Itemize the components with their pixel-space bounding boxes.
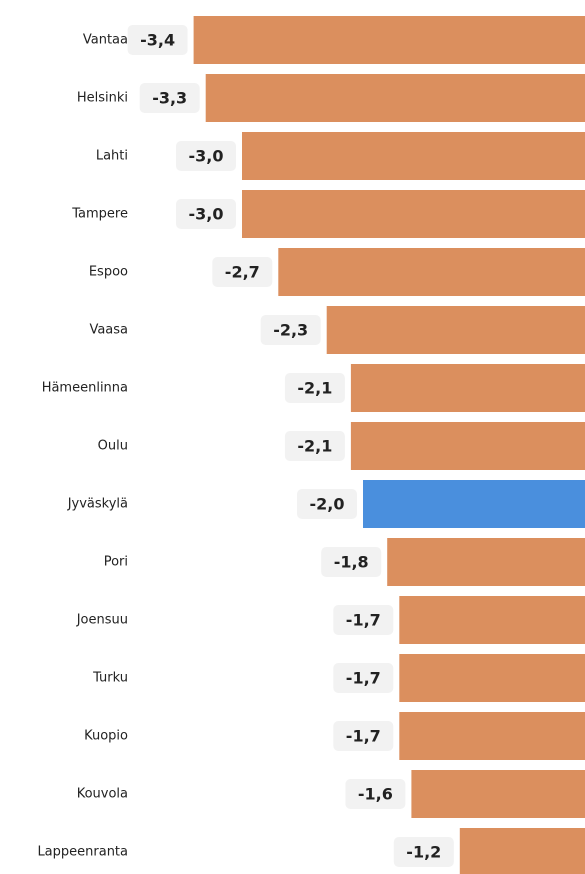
category-label: Kuopio [84, 729, 128, 744]
value-label-box [127, 25, 188, 55]
value-label-box [393, 837, 454, 867]
bar [278, 248, 585, 296]
bar [411, 770, 585, 818]
bar [193, 16, 585, 64]
bar [399, 654, 585, 702]
value-label-box [345, 779, 406, 809]
value-label: -3,0 [189, 147, 224, 166]
value-label-box [212, 257, 273, 287]
category-label: Jyväskylä [67, 497, 128, 512]
category-label: Vantaa [83, 33, 128, 48]
category-label: Joensuu [76, 613, 128, 628]
value-label: -1,7 [346, 669, 381, 688]
category-label: Helsinki [77, 91, 128, 106]
value-label: -2,1 [297, 379, 332, 398]
bar [363, 480, 585, 528]
value-label: -1,6 [358, 785, 393, 804]
category-label: Espoo [89, 265, 128, 280]
category-label: Oulu [98, 439, 128, 454]
bar [387, 538, 585, 586]
bar [326, 306, 585, 354]
value-label: -3,3 [152, 89, 187, 108]
bar [205, 74, 585, 122]
value-label: -2,0 [310, 495, 345, 514]
bar [350, 422, 585, 470]
value-label: -2,3 [273, 321, 308, 340]
value-label: -1,7 [346, 611, 381, 630]
category-label: Tampere [71, 207, 128, 222]
value-label-box [297, 489, 357, 519]
bar [242, 132, 585, 180]
value-label-box [284, 431, 345, 461]
value-label-box [333, 605, 394, 635]
category-label: Lappeenranta [37, 845, 128, 860]
value-label-box [260, 315, 321, 345]
value-label-box [284, 373, 345, 403]
value-label: -3,0 [189, 205, 224, 224]
value-label-box [321, 547, 382, 577]
value-label: -2,1 [297, 437, 332, 456]
value-label-box [333, 721, 394, 751]
bar [399, 596, 585, 644]
bar [350, 364, 585, 412]
value-label: -1,2 [406, 843, 441, 862]
value-label: -1,8 [334, 553, 369, 572]
category-label: Pori [104, 555, 128, 570]
category-label: Hämeenlinna [42, 381, 128, 396]
value-label-box [139, 83, 200, 113]
category-label: Lahti [96, 149, 128, 164]
bar [242, 190, 585, 238]
value-label-box [333, 663, 394, 693]
category-label: Turku [92, 671, 128, 686]
value-label: -1,7 [346, 727, 381, 746]
value-label: -2,7 [225, 263, 260, 282]
bar [459, 828, 585, 874]
category-label: Vaasa [89, 323, 128, 338]
value-label: -3,4 [140, 31, 175, 50]
category-label: Kouvola [77, 787, 128, 802]
bar [399, 712, 585, 760]
value-label-box [176, 199, 236, 229]
value-label-box [176, 141, 236, 171]
